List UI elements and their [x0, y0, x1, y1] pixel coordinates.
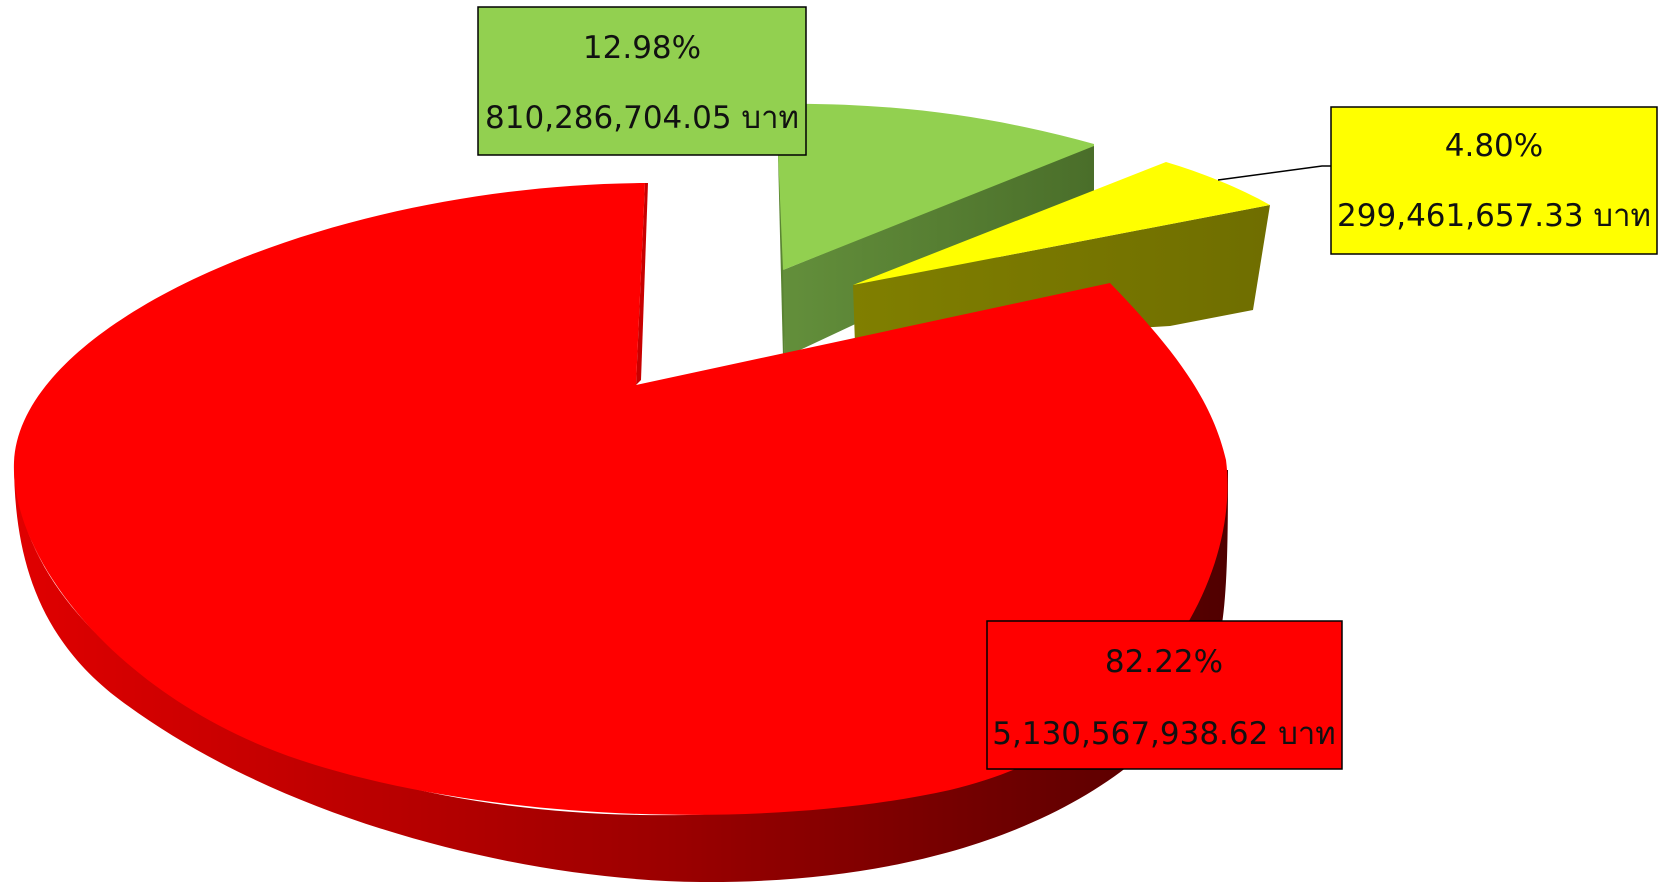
pie-slice-green-top: [776, 103, 1094, 270]
data-label-green-amount: 810,286,704.05 บาท: [485, 100, 799, 136]
pie-slice-yellow-side: [853, 205, 1270, 345]
data-label-red-amount: 5,130,567,938.62 บาท: [992, 716, 1335, 752]
data-label-yellow: 4.80% 299,461,657.33 บาท: [1330, 106, 1658, 255]
pie-slice-red-wall: [636, 183, 648, 385]
pie-slice-yellow-top: [853, 162, 1270, 285]
pie-slice-yellow: [853, 162, 1270, 345]
data-label-green-percent: 12.98%: [583, 30, 701, 66]
data-label-yellow-amount: 299,461,657.33 บาท: [1337, 198, 1651, 234]
data-label-red-percent: 82.22%: [1105, 644, 1223, 680]
pie-slice-red-top: [13, 183, 1228, 815]
data-label-red: 82.22% 5,130,567,938.62 บาท: [986, 620, 1343, 770]
pie-slice-red-side: [14, 462, 1228, 883]
data-label-red-box: [986, 620, 1343, 770]
data-label-green: 12.98% 810,286,704.05 บาท: [477, 6, 807, 156]
data-label-green-box: [477, 6, 807, 156]
pie-slice-red: [13, 183, 1228, 883]
data-label-yellow-percent: 4.80%: [1445, 128, 1543, 164]
yellow-label-leader-line: [1217, 165, 1331, 181]
data-label-yellow-box: [1330, 106, 1658, 255]
